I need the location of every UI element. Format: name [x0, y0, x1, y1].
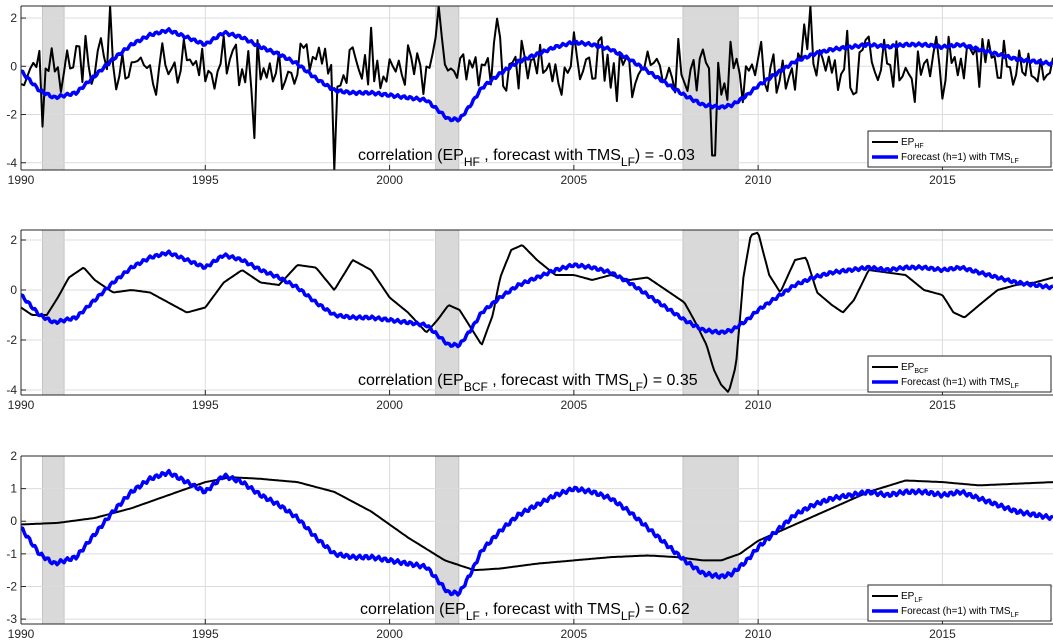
legend-subscript: HF [914, 143, 923, 150]
forecast-line-1 [21, 27, 1053, 123]
x-tick-label: 1995 [192, 627, 219, 641]
legend-subscript: LF [914, 597, 922, 604]
x-tick-label: 2015 [929, 627, 956, 641]
x-tick-label: 2015 [929, 173, 956, 187]
annotation-text: , forecast with TMS [480, 147, 621, 164]
recession-band-2 [435, 455, 460, 625]
correlation-annotation: correlation (EPLF , forecast with TMSLF)… [360, 601, 690, 623]
x-tick-label: 2000 [376, 398, 403, 412]
legend-entry: Forecast (h=1) with TMSLF [901, 606, 1019, 619]
recession-band-1 [41, 455, 65, 625]
annotation-subscript: LF [466, 609, 480, 623]
ep-line-2 [21, 231, 1053, 393]
legend-subscript: BCF [914, 368, 928, 375]
annotation-text: ) = 0.62 [635, 601, 690, 618]
x-tick-label: 2000 [376, 627, 403, 641]
y-tick-label: -3 [6, 612, 17, 626]
legend-label: EP [901, 591, 915, 602]
legend-subscript: LF [1011, 612, 1019, 619]
recession-band-3 [682, 229, 739, 396]
y-tick-label: 1 [10, 482, 17, 496]
series-lines [21, 468, 1053, 597]
annotation-text: correlation (EP [358, 372, 464, 389]
annotation-text: ) = 0.35 [643, 372, 698, 389]
x-tick-label: 1995 [192, 398, 219, 412]
y-tick-label: -2 [6, 108, 17, 122]
legend-subscript: LF [1011, 158, 1019, 165]
x-tick-label: 2000 [376, 173, 403, 187]
recession-band-1 [41, 229, 65, 396]
x-tick-label: 1995 [192, 173, 219, 187]
legend-entry: EPHF [901, 137, 924, 150]
chart-panel-1: -4 -2 0 2 1990 1995 2000 2005 2010 2015 correlatio… [6, 5, 1053, 187]
legend-subscript: LF [1011, 383, 1019, 390]
annotation-text: correlation (EP [358, 147, 464, 164]
y-tick-label: -1 [6, 547, 17, 561]
chart-panel-2: -4 -2 0 2 1990 1995 2000 2005 2010 2015 correlatio… [6, 229, 1053, 412]
y-tick-label: 0 [10, 514, 17, 528]
x-tick-label: 2005 [561, 627, 588, 641]
y-tick-label: 0 [10, 283, 17, 297]
x-tick-label: 2010 [745, 173, 772, 187]
x-tick-label: 1990 [8, 398, 35, 412]
legend-entry: EPBCF [901, 362, 928, 375]
x-tick-label: 1990 [8, 627, 35, 641]
legend-label: EP [901, 137, 915, 148]
x-tick-label: 2005 [561, 398, 588, 412]
legend-entry: Forecast (h=1) with TMSLF [901, 377, 1019, 390]
x-tick-label: 1990 [8, 173, 35, 187]
x-tick-label: 2015 [929, 398, 956, 412]
legend-label: EP [901, 362, 915, 373]
correlation-annotation: correlation (EPHF , forecast with TMSLF)… [358, 147, 695, 169]
y-tick-label: -2 [6, 579, 17, 593]
legend: EPHF Forecast (h=1) with TMSLF [867, 130, 1052, 168]
y-tick-label: -4 [6, 156, 17, 170]
legend-box [867, 584, 1052, 622]
y-tick-label: -4 [6, 383, 17, 397]
legend: EPBCF Forecast (h=1) with TMSLF [867, 355, 1052, 393]
annotation-text: correlation (EP [360, 601, 466, 618]
annotation-text: ) = -0.03 [635, 147, 695, 164]
series-lines [21, 231, 1053, 393]
x-tick-label: 2010 [745, 398, 772, 412]
annotation-subscript: LF [629, 380, 643, 394]
legend-label: Forecast (h=1) with TMS [901, 377, 1011, 388]
recession-band-3 [682, 455, 739, 625]
y-tick-label: 2 [10, 449, 17, 463]
y-tick-label: 2 [10, 11, 17, 25]
forecast-line-2 [21, 249, 1053, 349]
x-tick-label: 2005 [561, 173, 588, 187]
legend-box [867, 130, 1052, 168]
legend-label: Forecast (h=1) with TMS [901, 152, 1011, 163]
annotation-text: , forecast with TMS [480, 601, 621, 618]
legend-entry: EPLF [901, 591, 923, 604]
legend-box [867, 355, 1052, 393]
y-tick-label: 2 [10, 233, 17, 247]
annotation-text: , forecast with TMS [488, 372, 629, 389]
annotation-subscript: LF [621, 609, 635, 623]
ep-line-1 [21, 6, 1053, 170]
annotation-subscript: BCF [464, 380, 488, 394]
y-tick-label: -2 [6, 333, 17, 347]
legend-label: Forecast (h=1) with TMS [901, 606, 1011, 617]
annotation-subscript: LF [621, 155, 635, 169]
chart-panel-3: -3 -2 -1 0 1 2 1990 1995 2000 2005 2010 2015 correla… [6, 449, 1053, 641]
correlation-annotation: correlation (EPBCF , forecast with TMSLF… [358, 372, 698, 394]
recession-band-2 [435, 229, 460, 396]
legend-entry: Forecast (h=1) with TMSLF [901, 152, 1019, 165]
forecast-line-3 [21, 468, 1053, 597]
series-lines [21, 6, 1053, 170]
annotation-subscript: HF [464, 155, 480, 169]
x-tick-label: 2010 [745, 627, 772, 641]
recession-band-2 [435, 5, 460, 171]
y-tick-label: 0 [10, 59, 17, 73]
